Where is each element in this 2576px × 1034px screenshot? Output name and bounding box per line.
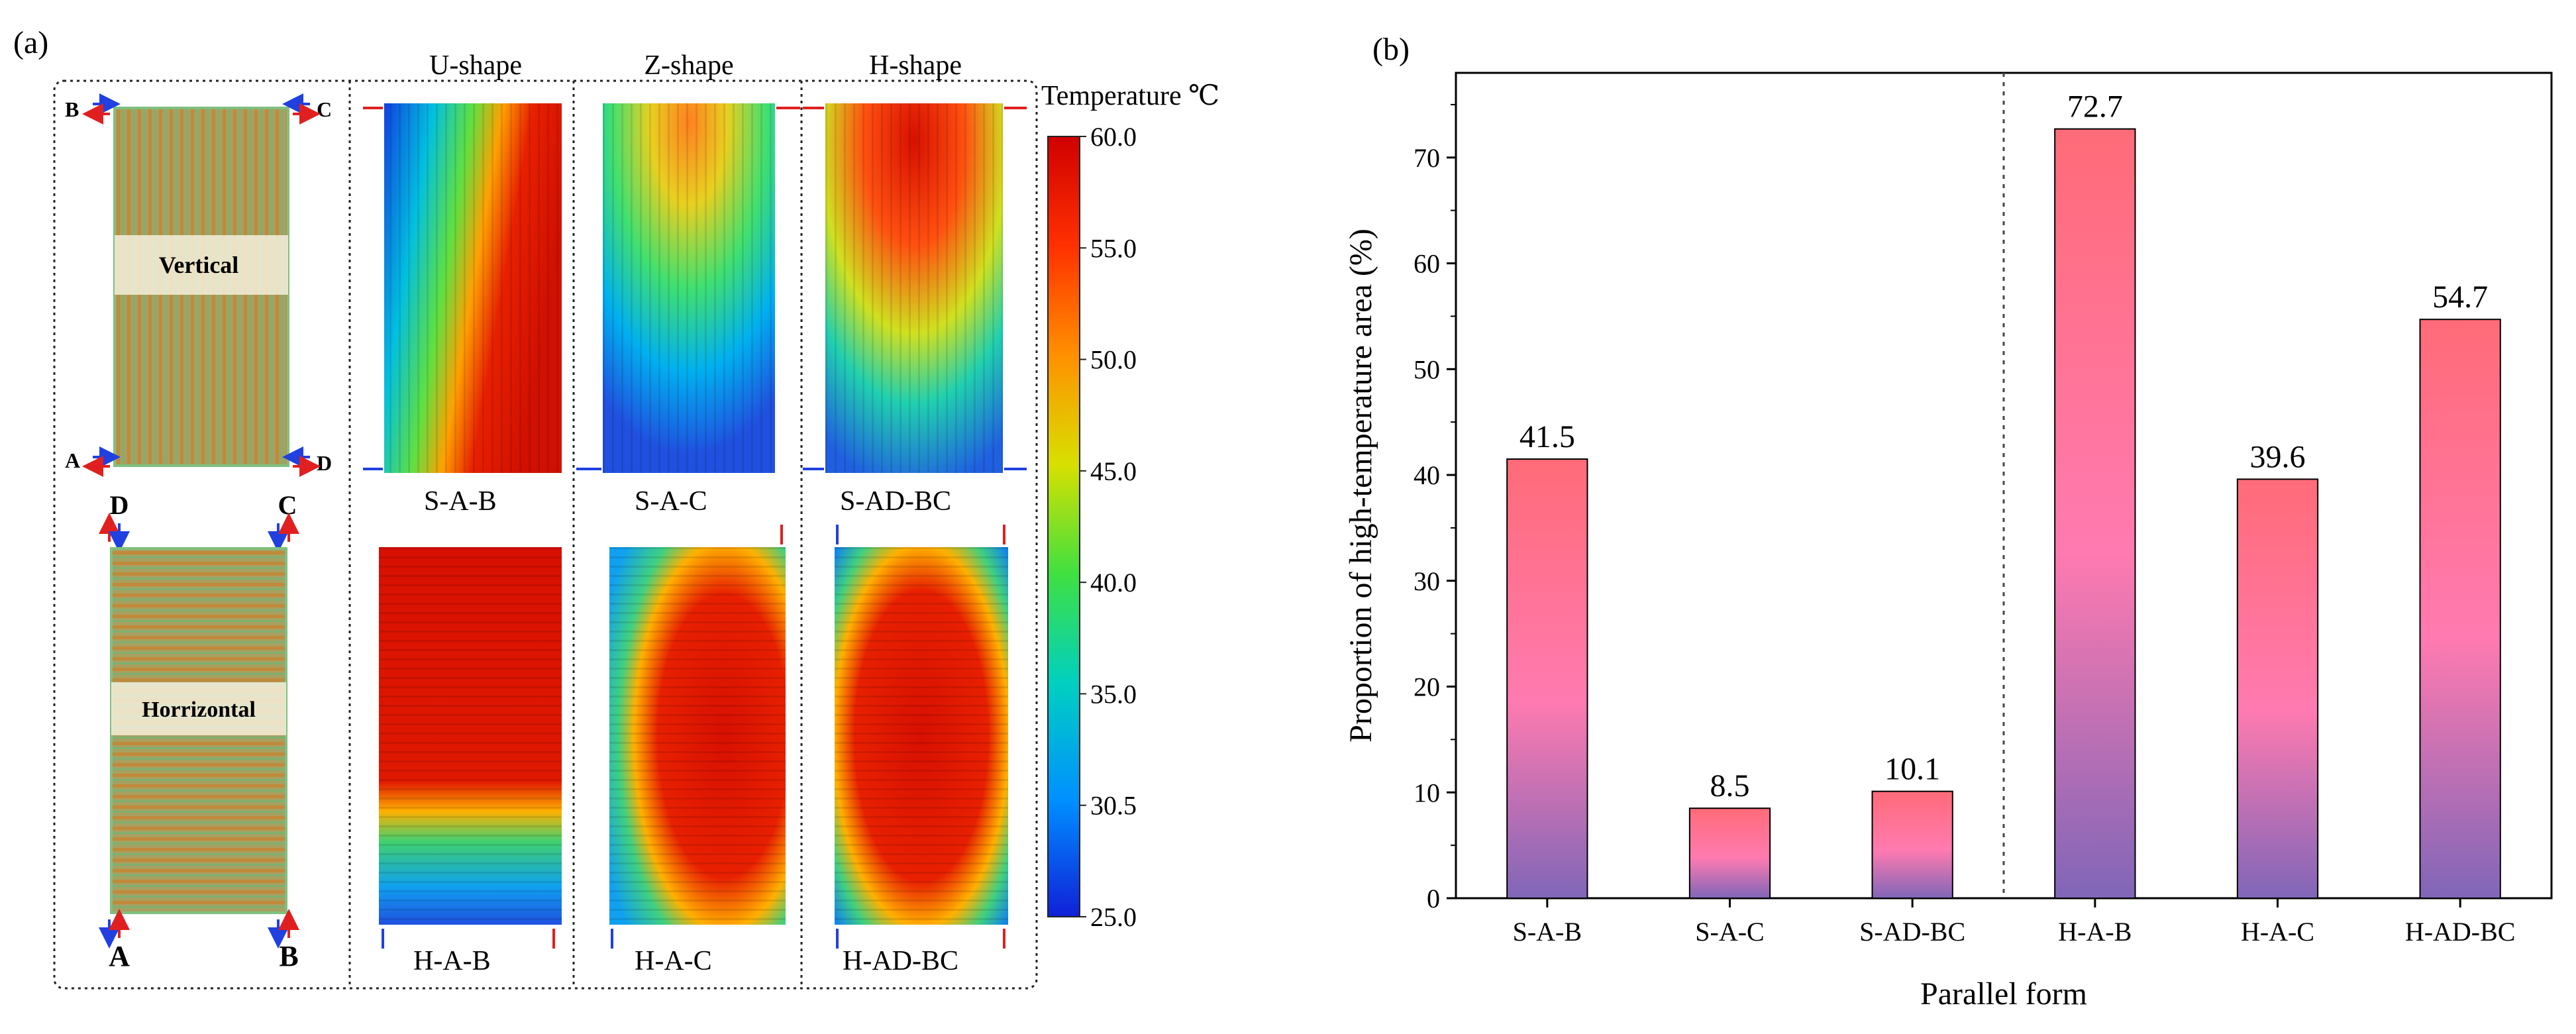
map-h-ad-bc bbox=[835, 525, 1008, 949]
caption-h-ad-bc: H-AD-BC bbox=[843, 946, 958, 976]
port-a-bottom: A bbox=[65, 448, 80, 472]
x-tick-label: H-AD-BC bbox=[2405, 917, 2516, 947]
colorbar-tick-label: 55.0 bbox=[1090, 233, 1137, 263]
colorbar-tick-label: 35.0 bbox=[1090, 679, 1137, 709]
x-axis: S-A-B S-A-C S-AD-BC H-A-B H-A-C H-AD-BC bbox=[1513, 898, 2516, 947]
colorbar-tick-label: 50.0 bbox=[1090, 345, 1137, 375]
header-h-shape: H-shape bbox=[869, 50, 962, 81]
value-label: 39.6 bbox=[2250, 439, 2306, 474]
value-label: 10.1 bbox=[1884, 752, 1940, 787]
caption-s-a-b: S-A-B bbox=[424, 486, 497, 517]
horizontal-label-text: Horrizontal bbox=[142, 698, 256, 722]
port-c-top: C bbox=[317, 97, 332, 121]
y-tick-label: 10 bbox=[1414, 778, 1440, 807]
vertical-schematic: Vertical B C A D bbox=[65, 93, 332, 477]
y-tick-label: 30 bbox=[1414, 566, 1440, 596]
bars bbox=[1506, 128, 2501, 900]
x-tick-label: H-A-B bbox=[2058, 917, 2132, 947]
value-label: 72.7 bbox=[2067, 89, 2123, 125]
header-u-shape: U-shape bbox=[429, 50, 522, 81]
caption-h-a-b: H-A-B bbox=[413, 946, 491, 976]
bar-chart: 0 10 20 30 40 50 60 70 S-A-B S-A-C S-AD-BC H-A-B H-… bbox=[1343, 72, 2553, 1011]
bar-s-ad-bc bbox=[1871, 790, 1953, 899]
colorbar-title: Temperature ℃ bbox=[1041, 81, 1219, 111]
y-tick-label: 20 bbox=[1414, 672, 1440, 702]
y-axis-label: Proportion of high-temperature area (%) bbox=[1343, 229, 1378, 743]
y-tick-label: 60 bbox=[1414, 249, 1440, 279]
port-b-bottom-h: B bbox=[279, 940, 298, 972]
x-tick-label: S-A-C bbox=[1695, 917, 1764, 947]
value-labels: 41.5 8.5 10.1 72.7 39.6 54.7 bbox=[1520, 89, 2488, 804]
port-c-top-h: C bbox=[278, 490, 297, 520]
y-tick-label: 70 bbox=[1414, 143, 1440, 173]
colorbar-tick-label: 45.0 bbox=[1090, 456, 1137, 486]
y-tick-label: 40 bbox=[1414, 460, 1440, 490]
map-s-a-b bbox=[363, 103, 562, 473]
value-label: 8.5 bbox=[1710, 768, 1750, 803]
map-s-ad-bc bbox=[803, 103, 1027, 473]
colorbar-tick-label: 25.0 bbox=[1090, 902, 1137, 932]
port-b-top: B bbox=[65, 97, 79, 121]
map-h-a-c bbox=[609, 525, 786, 949]
x-axis-label: Parallel form bbox=[1920, 976, 2087, 1011]
colorbar-tick-label: 60.0 bbox=[1090, 122, 1137, 152]
bar-h-a-b bbox=[2054, 128, 2136, 900]
header-z-shape: Z-shape bbox=[644, 50, 733, 81]
value-label: 54.7 bbox=[2432, 280, 2488, 315]
y-axis: 0 10 20 30 40 50 60 70 bbox=[1414, 103, 1456, 913]
bar-h-a-c bbox=[2236, 478, 2319, 899]
port-a-bottom-h: A bbox=[109, 940, 130, 972]
x-tick-label: H-A-C bbox=[2241, 917, 2314, 947]
colorbar-tick-label: 40.0 bbox=[1090, 568, 1137, 597]
x-tick-label: S-A-B bbox=[1513, 917, 1582, 947]
value-label: 41.5 bbox=[1520, 419, 1575, 454]
map-s-a-c bbox=[576, 103, 800, 473]
port-d-bottom: D bbox=[317, 451, 332, 475]
y-tick-label: 50 bbox=[1414, 354, 1440, 384]
caption-s-a-c: S-A-C bbox=[635, 486, 707, 517]
panel-b-label: (b) bbox=[1372, 32, 1410, 67]
bar-s-a-c bbox=[1688, 807, 1771, 899]
bar-s-a-b bbox=[1506, 458, 1588, 899]
vertical-label: Vertical bbox=[159, 252, 239, 278]
caption-s-ad-bc: S-AD-BC bbox=[840, 486, 951, 517]
map-h-a-b bbox=[379, 547, 562, 949]
x-tick-label: S-AD-BC bbox=[1859, 917, 1965, 947]
caption-h-a-c: H-A-C bbox=[635, 946, 712, 976]
panel-a-label: (a) bbox=[13, 25, 48, 60]
colorbar bbox=[1047, 136, 1080, 917]
y-tick-label: 0 bbox=[1427, 884, 1440, 913]
horizontal-schematic: D C Horrizontal A B bbox=[99, 490, 299, 972]
colorbar-ticks: 60.0 55.0 50.0 45.0 40.0 35.0 30.5 25.0 bbox=[1080, 122, 1137, 932]
port-d-top-h: D bbox=[110, 490, 129, 520]
colorbar-tick-label: 30.5 bbox=[1090, 791, 1137, 821]
bar-h-ad-bc bbox=[2419, 319, 2501, 899]
